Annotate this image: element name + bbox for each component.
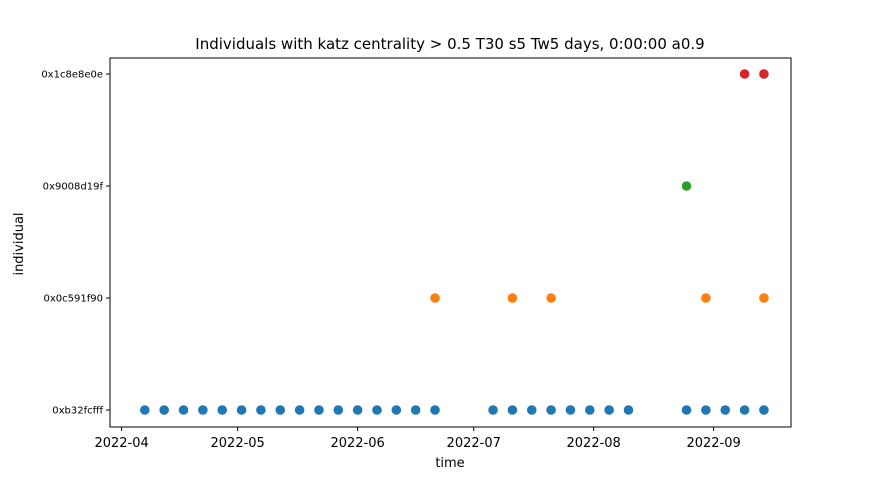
- y-tick-label: 0x9008d19f: [43, 182, 104, 193]
- data-point: [759, 69, 769, 79]
- y-axis: 0xb32fcfff 0x0c591f90 0x9008d19f 0x1c8e8e0e: [41, 70, 110, 417]
- data-point: [604, 405, 614, 415]
- data-point: [236, 405, 247, 415]
- data-point: [410, 405, 421, 415]
- data-point: [681, 181, 692, 191]
- y-tick-label: 0x0c591f90: [44, 294, 103, 305]
- data-point: [372, 405, 382, 415]
- x-axis-label: time: [435, 456, 464, 471]
- y-axis-label: individual: [12, 212, 27, 275]
- data-point: [314, 405, 324, 415]
- data-point: [430, 405, 440, 415]
- data-point: [759, 293, 769, 303]
- chart-title: Individuals with katz centrality > 0.5 T…: [195, 35, 704, 53]
- data-point: [275, 405, 286, 415]
- x-tick-label: 2022-04: [94, 436, 148, 451]
- x-tick-label: 2022-07: [447, 436, 501, 451]
- data-points: [140, 69, 769, 415]
- data-point: [546, 405, 556, 415]
- x-tick-label: 2022-08: [567, 436, 621, 451]
- data-point: [546, 293, 556, 303]
- data-point: [739, 69, 750, 79]
- data-point: [681, 405, 692, 415]
- x-tick-label: 2022-06: [330, 436, 384, 451]
- x-tick-label: 2022-09: [686, 436, 740, 451]
- y-tick-label: 0x1c8e8e0e: [41, 70, 103, 81]
- x-tick-label: 2022-05: [211, 436, 265, 451]
- data-point: [333, 405, 344, 415]
- data-point: [140, 405, 150, 415]
- data-point: [198, 405, 208, 415]
- data-point: [507, 405, 518, 415]
- plot-frame: [109, 57, 792, 428]
- data-point: [217, 405, 228, 415]
- data-point: [759, 405, 769, 415]
- data-point: [159, 405, 169, 415]
- data-point: [565, 405, 576, 415]
- data-point: [507, 293, 518, 303]
- data-point: [256, 405, 266, 415]
- y-tick-label: 0xb32fcfff: [52, 406, 103, 417]
- data-point: [430, 293, 440, 303]
- data-point: [701, 405, 711, 415]
- data-point: [526, 405, 537, 415]
- data-point: [488, 405, 498, 415]
- data-point: [352, 405, 363, 415]
- data-point: [584, 405, 595, 415]
- data-point: [623, 405, 634, 415]
- data-point: [391, 405, 402, 415]
- data-point: [701, 293, 711, 303]
- data-point: [720, 405, 731, 415]
- data-point: [294, 405, 305, 415]
- data-point: [739, 405, 750, 415]
- data-point: [178, 405, 189, 415]
- x-axis: 2022-04 2022-05 2022-06 2022-07 2022-08 2022-…: [94, 427, 741, 451]
